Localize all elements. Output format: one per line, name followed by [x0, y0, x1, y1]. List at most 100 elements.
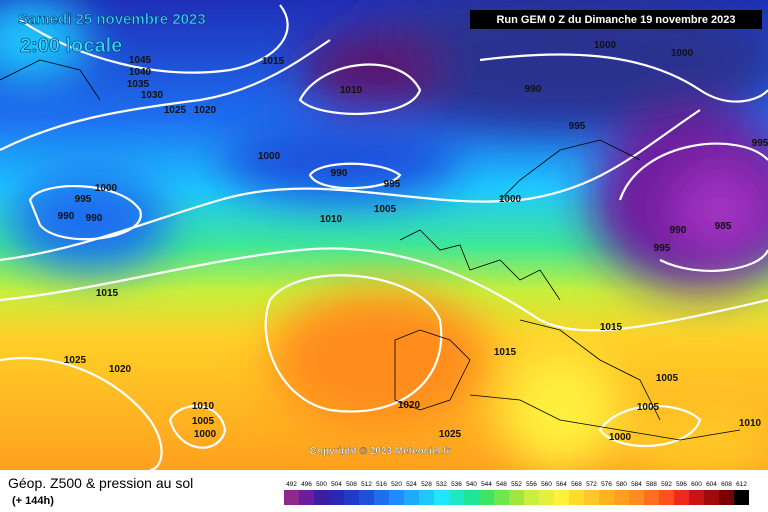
colorbar-label: 580	[616, 481, 627, 488]
isobar-label: 1015	[262, 56, 285, 67]
colorbar-label: 508	[346, 481, 357, 488]
colorbar-label: 528	[421, 481, 432, 488]
colorbar-cell	[434, 490, 449, 505]
footer-title: Géop. Z500 & pression au sol	[8, 475, 193, 491]
colorbar-cell	[704, 490, 719, 505]
colorbar-cell	[344, 490, 359, 505]
colorbar-cell	[419, 490, 434, 505]
run-info: Run GEM 0 Z du Dimanche 19 novembre 2023	[496, 14, 735, 26]
colorbar-cell	[479, 490, 494, 505]
isobar-label: 1010	[739, 418, 762, 429]
isobar-label: 990	[525, 84, 542, 95]
colorbar-cell	[314, 490, 329, 505]
isobar-label: 995	[752, 138, 768, 149]
colorbar-label: 532	[436, 481, 447, 488]
colorbar-cell	[329, 490, 344, 505]
colorbar-label: 608	[721, 481, 732, 488]
isobar-label: 1000	[594, 40, 617, 51]
isobar-label: 1005	[192, 416, 215, 427]
colorbar-label: 536	[451, 481, 462, 488]
isobar-label: 995	[75, 194, 92, 205]
colorbar-label: 592	[661, 481, 672, 488]
isobar-label: 1015	[494, 347, 517, 358]
isobar-label: 1000	[258, 151, 281, 162]
isobar-label: 1000	[609, 432, 632, 443]
colorbar-cell	[464, 490, 479, 505]
colorbar-cell	[569, 490, 584, 505]
colorbar-label: 496	[301, 481, 312, 488]
isobar-label: 1005	[374, 204, 397, 215]
colorbar-cell	[614, 490, 629, 505]
colorbar-label: 544	[481, 481, 492, 488]
colorbar: 492 496 500 504 508 512 516 520 524 528 532 536 540 5…	[284, 481, 749, 505]
colorbar-label: 604	[706, 481, 717, 488]
isobars	[0, 4, 768, 470]
colorbar-cell	[554, 490, 569, 505]
isobar-label: 1000	[671, 48, 694, 59]
colorbar-label: 524	[406, 481, 417, 488]
colorbar-label: 548	[496, 481, 507, 488]
isobar-label: 1045	[129, 55, 152, 66]
isobar-label: 1035	[127, 79, 150, 90]
colorbar-label: 576	[601, 481, 612, 488]
isobar-label: 1020	[194, 105, 217, 116]
colorbar-cell	[389, 490, 404, 505]
colorbar-label: 492	[286, 481, 297, 488]
colorbar-cell	[524, 490, 539, 505]
colorbar-label: 564	[556, 481, 567, 488]
isobar-label: 1020	[398, 400, 421, 411]
isobar-label: 1020	[109, 364, 132, 375]
colorbar-cell	[284, 490, 299, 505]
isobar-label: 990	[331, 168, 348, 179]
colorbar-cell	[644, 490, 659, 505]
isobar-label: 985	[715, 221, 732, 232]
colorbar-cell	[374, 490, 389, 505]
isobar-label: 1005	[656, 373, 679, 384]
colorbar-label: 520	[391, 481, 402, 488]
date: Samedi 25 novembre 2023	[18, 11, 206, 28]
isobar-label: 995	[384, 179, 401, 190]
isobar-label: 1025	[64, 355, 87, 366]
colorbar-label: 540	[466, 481, 477, 488]
colorbar-cell	[494, 490, 509, 505]
coastlines	[0, 59, 741, 441]
colorbar-cell	[629, 490, 644, 505]
isobar-label: 1000	[194, 429, 217, 440]
isobar-label: 1015	[600, 322, 623, 333]
colorbar-cell	[539, 490, 554, 505]
colorbar-cell	[404, 490, 419, 505]
colorbar-label: 560	[541, 481, 552, 488]
colorbar-label: 584	[631, 481, 642, 488]
colorbar-cell	[449, 490, 464, 505]
colorbar-label: 612	[736, 481, 747, 488]
isobar-label: 1000	[95, 183, 118, 194]
map-field	[0, 0, 768, 470]
copyright: Copyright © 2023 Meteociel.fr	[310, 446, 451, 457]
colorbar-cell	[659, 490, 674, 505]
colorbar-label: 596	[676, 481, 687, 488]
isobar-label: 995	[569, 121, 586, 132]
isobar-label: 1040	[129, 67, 152, 78]
colorbar-label: 504	[331, 481, 342, 488]
colorbar-label: 512	[361, 481, 372, 488]
colorbar-label: 516	[376, 481, 387, 488]
isobar-label: 990	[86, 213, 103, 224]
colorbar-cell	[599, 490, 614, 505]
colorbar-label: 572	[586, 481, 597, 488]
colorbar-label: 556	[526, 481, 537, 488]
lead-time: (+ 144h)	[12, 495, 54, 507]
isobar-label: 1010	[340, 85, 363, 96]
isobar-label: 1005	[637, 402, 660, 413]
isobar-label: 990	[58, 211, 75, 222]
run-box	[470, 10, 762, 29]
colorbar-cell	[584, 490, 599, 505]
colorbar-label: 588	[646, 481, 657, 488]
colorbar-cell	[359, 490, 374, 505]
isobar-label: 1015	[96, 288, 119, 299]
colorbar-cell	[674, 490, 689, 505]
isobar-label: 995	[654, 243, 671, 254]
isobar-label: 1000	[499, 194, 522, 205]
isobar-label: 1030	[141, 90, 164, 101]
